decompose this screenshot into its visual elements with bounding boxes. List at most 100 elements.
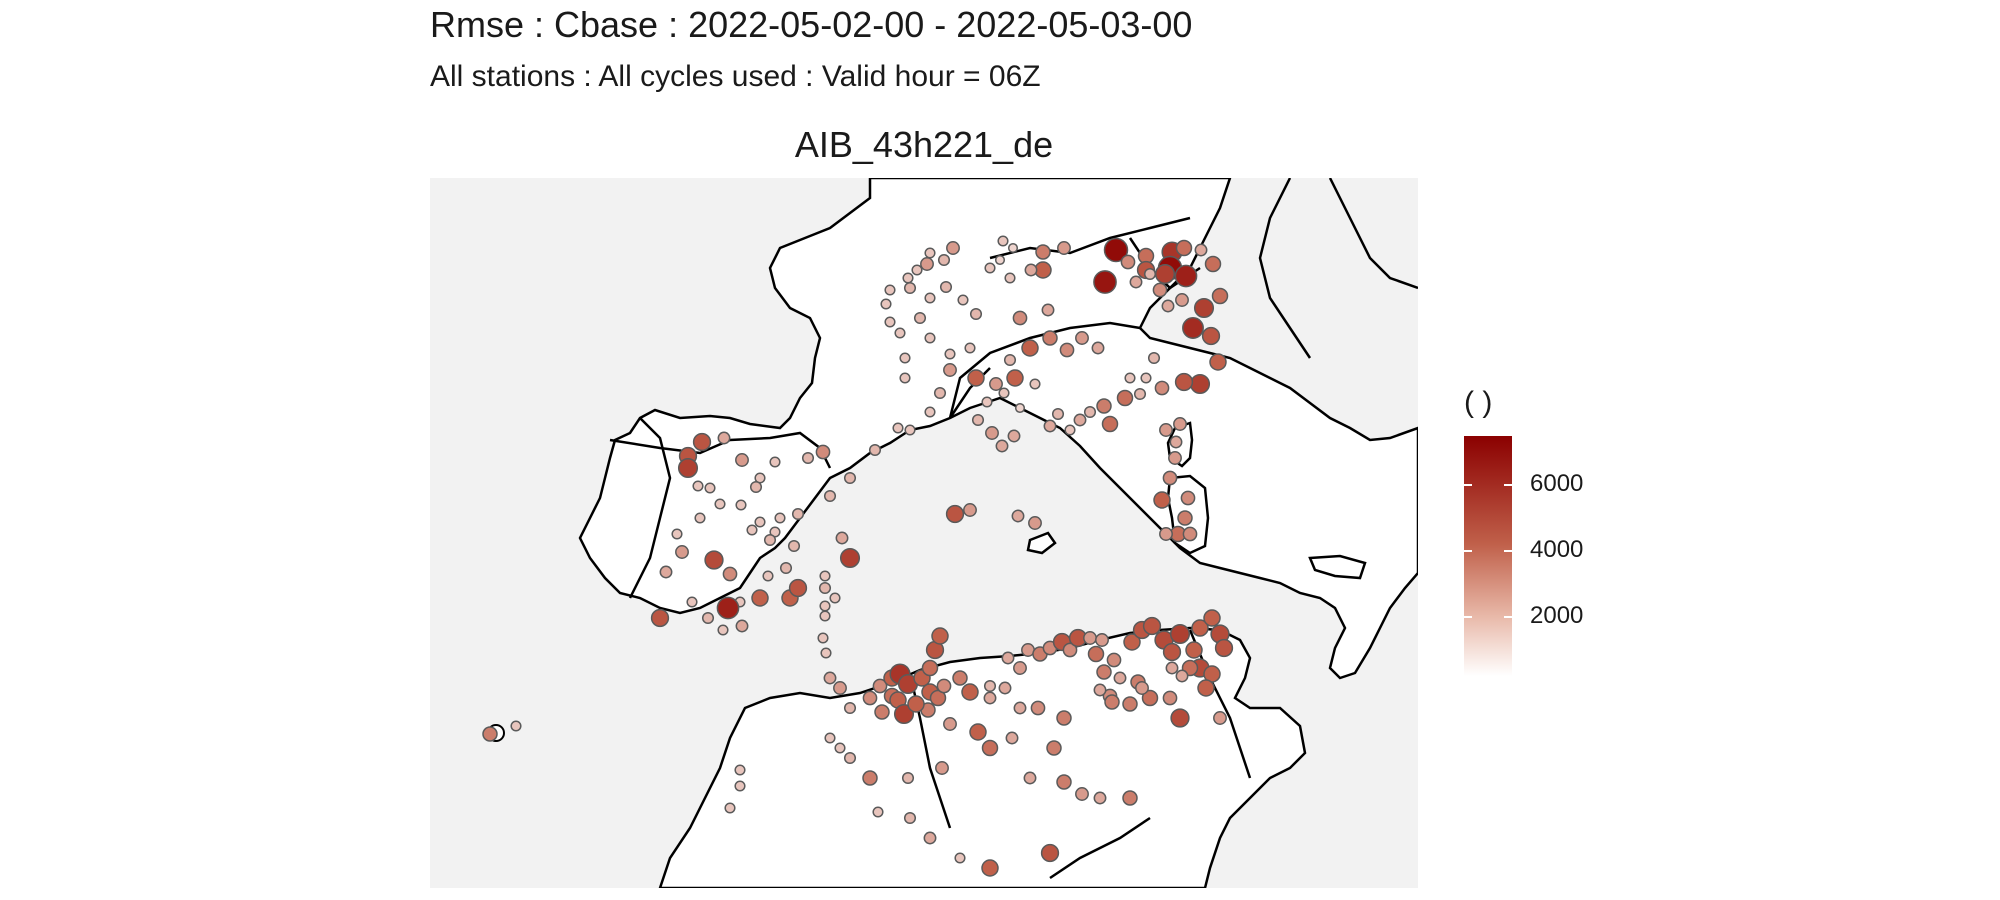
station-marker [983, 691, 997, 705]
legend-tick-mark [1464, 550, 1512, 552]
station-marker [1169, 435, 1183, 449]
station-marker [820, 647, 832, 659]
station-marker [817, 632, 829, 644]
station-marker [1104, 694, 1120, 710]
station-marker [920, 257, 934, 271]
station-marker [967, 369, 985, 387]
station-marker [1113, 671, 1127, 685]
station-marker [862, 770, 878, 786]
station-marker [724, 802, 736, 814]
station-marker [1173, 417, 1187, 431]
station-marker [983, 679, 997, 693]
station-marker [835, 531, 849, 545]
station-marker [971, 413, 985, 427]
station-marker [692, 432, 712, 452]
station-marker [746, 524, 758, 536]
station-marker [872, 678, 888, 694]
station-marker [985, 426, 999, 440]
station-marker [824, 732, 836, 744]
station-marker [1140, 372, 1152, 384]
station-marker [902, 272, 914, 284]
station-marker [801, 451, 815, 465]
station-marker [1174, 372, 1194, 392]
station-marker [901, 771, 915, 785]
station-marker [1042, 330, 1058, 346]
station-marker [1214, 638, 1234, 658]
station-marker [1123, 633, 1141, 651]
station-marker [1059, 342, 1075, 358]
station-marker [1203, 609, 1221, 627]
station-marker [874, 704, 890, 720]
station-marker [963, 503, 977, 517]
station-marker [1096, 664, 1112, 680]
legend-tick-label: 2000 [1530, 602, 1584, 629]
station-marker [1093, 791, 1107, 805]
station-marker [839, 547, 861, 569]
station-marker [1162, 690, 1178, 706]
station-marker [981, 396, 993, 408]
station-marker [924, 292, 936, 304]
station-marker [671, 528, 683, 540]
station-marker [1011, 509, 1025, 523]
station-marker [1041, 303, 1055, 317]
station-marker [815, 444, 831, 460]
station-marker [1152, 282, 1168, 298]
station-marker [1170, 708, 1190, 728]
station-marker [819, 570, 831, 582]
station-marker [1075, 331, 1089, 345]
station-marker [1201, 326, 1221, 346]
station-marker [884, 284, 896, 296]
station-marker [787, 539, 801, 553]
station-marker [1154, 263, 1176, 285]
station-marker [884, 316, 896, 328]
station-marker [924, 247, 936, 259]
station-marker [734, 764, 746, 776]
station-marker [1014, 402, 1026, 414]
station-marker [935, 761, 949, 775]
station-marker [911, 264, 923, 276]
station-marker [936, 678, 952, 694]
station-marker [939, 280, 953, 294]
station-marker [880, 298, 892, 310]
station-marker [692, 480, 704, 492]
station-marker [872, 806, 884, 818]
station-marker [998, 681, 1012, 695]
station-marker [1159, 423, 1173, 437]
station-marker [1162, 642, 1182, 662]
station-marker [1013, 701, 1027, 715]
chart-subtitle: All stations : All cycles used : Valid h… [430, 60, 1041, 93]
station-marker [701, 611, 715, 625]
station-marker [1120, 254, 1136, 270]
station-marker [892, 422, 904, 434]
station-marker [1005, 731, 1019, 745]
legend-tick-label: 6000 [1530, 470, 1584, 497]
station-marker [1122, 696, 1138, 712]
map-canvas [430, 178, 1418, 888]
station-marker [1096, 398, 1112, 414]
station-marker [1175, 293, 1189, 307]
station-marker [734, 780, 746, 792]
station-marker [862, 690, 878, 706]
station-marker [1133, 387, 1147, 401]
station-marker [1023, 771, 1037, 785]
station-marker [774, 512, 786, 524]
station-marker [1153, 491, 1171, 509]
station-marker [834, 742, 846, 754]
station-marker [989, 377, 1003, 391]
station-marker [981, 859, 999, 877]
station-marker [829, 592, 841, 604]
station-marker [754, 516, 766, 528]
station-marker [717, 624, 729, 636]
station-marker [1091, 341, 1105, 355]
station-marker [903, 811, 917, 825]
station-marker [716, 596, 740, 620]
station-marker [762, 570, 774, 582]
station-marker [843, 471, 857, 485]
station-marker [1056, 710, 1072, 726]
station-marker [1083, 631, 1097, 645]
station-marker [1189, 373, 1211, 395]
station-marker [788, 578, 808, 598]
station-marker [1180, 490, 1196, 506]
station-marker [1046, 740, 1062, 756]
land-europe [578, 178, 1418, 680]
